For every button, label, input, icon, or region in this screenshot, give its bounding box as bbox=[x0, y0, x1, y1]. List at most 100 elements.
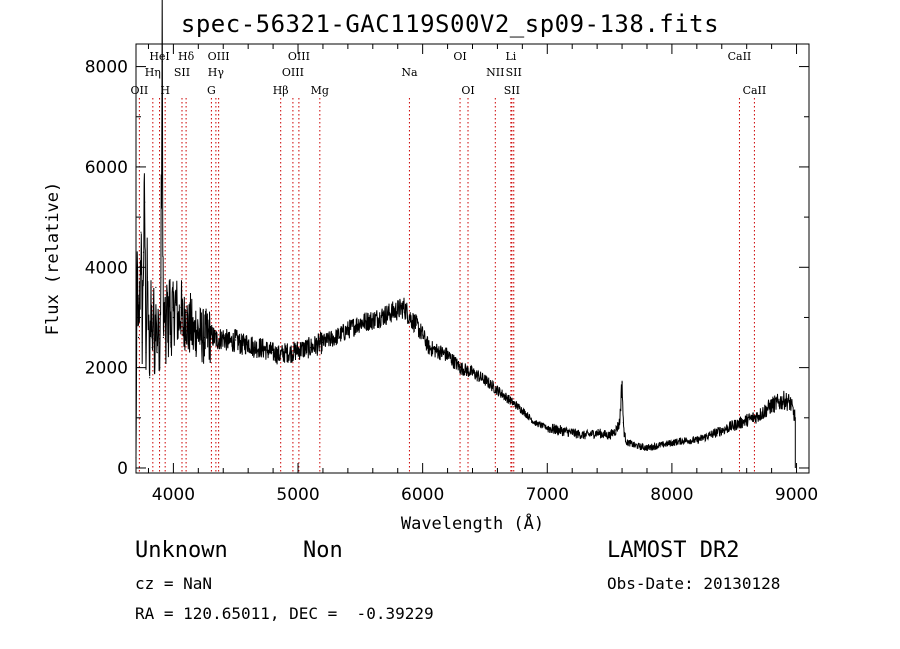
line-marker-label: Na bbox=[401, 66, 418, 79]
data-point bbox=[334, 336, 336, 339]
line-marker-label: OIII bbox=[208, 50, 230, 63]
data-point bbox=[159, 367, 161, 369]
data-point bbox=[683, 439, 686, 441]
data-point bbox=[409, 316, 411, 319]
data-point bbox=[646, 447, 648, 449]
data-point bbox=[145, 352, 147, 354]
data-point bbox=[192, 336, 194, 339]
line-marker-label: Hβ bbox=[273, 84, 289, 97]
data-point bbox=[260, 347, 262, 349]
data-point bbox=[297, 349, 299, 351]
x-tick-label: 4000 bbox=[152, 485, 195, 505]
line-marker-label: HeI bbox=[149, 50, 169, 63]
data-point bbox=[291, 352, 293, 354]
data-point bbox=[415, 324, 417, 326]
data-point bbox=[155, 286, 157, 288]
line-marker-label: SII bbox=[504, 84, 520, 97]
data-point bbox=[621, 382, 623, 384]
data-point bbox=[615, 429, 617, 431]
x-tick-label: 6000 bbox=[401, 485, 444, 505]
data-point bbox=[534, 422, 536, 424]
data-point bbox=[372, 319, 374, 321]
line-marker-label: Hδ bbox=[178, 50, 195, 63]
data-point bbox=[222, 336, 224, 339]
data-point bbox=[137, 336, 140, 339]
data-point bbox=[309, 347, 312, 349]
data-point bbox=[185, 311, 187, 313]
data-point bbox=[156, 352, 158, 354]
data-point bbox=[447, 354, 449, 356]
data-point bbox=[733, 424, 735, 426]
y-axis-label: Flux (relative) bbox=[43, 182, 63, 336]
data-point bbox=[347, 329, 349, 331]
survey-name: LAMOST DR2 bbox=[607, 538, 740, 563]
data-point bbox=[146, 276, 148, 278]
data-point bbox=[139, 301, 141, 303]
data-point bbox=[144, 201, 146, 203]
x-tick-label: 8000 bbox=[650, 485, 693, 505]
data-point bbox=[764, 409, 767, 411]
data-point bbox=[228, 341, 231, 344]
data-point bbox=[546, 427, 548, 429]
object-class: Unknown bbox=[135, 538, 228, 563]
data-point bbox=[170, 341, 172, 344]
data-point bbox=[708, 434, 710, 436]
data-point bbox=[596, 432, 598, 434]
data-point bbox=[235, 339, 237, 341]
object-subclass: Non bbox=[303, 538, 343, 563]
data-point bbox=[671, 442, 673, 444]
data-point bbox=[484, 379, 486, 381]
data-point bbox=[147, 321, 150, 324]
x-axis-label: Wavelength (Å) bbox=[401, 512, 544, 534]
line-marker-label: NII bbox=[486, 66, 504, 79]
data-point bbox=[322, 341, 324, 344]
data-point bbox=[428, 347, 430, 349]
data-point bbox=[789, 402, 791, 404]
data-point bbox=[571, 432, 573, 434]
ra-dec: RA = 120.65011, DEC = -0.39229 bbox=[135, 604, 434, 623]
data-point bbox=[162, 336, 164, 339]
y-tick-label: 2000 bbox=[85, 359, 128, 379]
y-tick-label: 4000 bbox=[85, 258, 128, 278]
data-point bbox=[496, 389, 498, 391]
line-marker-label: Hη bbox=[145, 66, 161, 79]
data-point bbox=[161, 61, 163, 63]
data-point bbox=[285, 352, 287, 354]
line-marker-label: SII bbox=[174, 66, 190, 79]
x-tick-label: 7000 bbox=[526, 485, 569, 505]
data-point bbox=[622, 422, 624, 424]
data-point bbox=[521, 409, 524, 411]
data-point bbox=[140, 231, 142, 233]
line-marker-label: H bbox=[160, 84, 170, 97]
data-point bbox=[771, 404, 773, 406]
line-marker-label: Li bbox=[505, 50, 516, 63]
x-tick-label: 9000 bbox=[775, 485, 818, 505]
data-point bbox=[135, 457, 137, 459]
data-point bbox=[434, 349, 436, 351]
line-marker-label: SII bbox=[506, 66, 522, 79]
data-point bbox=[157, 321, 159, 324]
data-point bbox=[141, 341, 143, 344]
data-point bbox=[626, 442, 628, 444]
data-point bbox=[177, 321, 179, 324]
data-point bbox=[171, 306, 173, 308]
data-point bbox=[167, 331, 169, 334]
data-point bbox=[253, 347, 255, 349]
data-point bbox=[721, 429, 723, 431]
line-marker-label: OI bbox=[453, 50, 466, 63]
data-point bbox=[758, 414, 760, 416]
data-point bbox=[459, 367, 461, 369]
data-point bbox=[152, 301, 154, 303]
obs-date: Obs-Date: 20130128 bbox=[607, 574, 781, 593]
data-point bbox=[794, 417, 796, 419]
data-point bbox=[422, 334, 424, 336]
data-point bbox=[197, 331, 199, 334]
data-point bbox=[658, 444, 661, 446]
data-point bbox=[397, 309, 399, 311]
data-point bbox=[180, 306, 182, 308]
data-point bbox=[182, 326, 184, 329]
data-point bbox=[150, 286, 152, 288]
data-point bbox=[241, 344, 243, 346]
data-point bbox=[272, 352, 274, 354]
